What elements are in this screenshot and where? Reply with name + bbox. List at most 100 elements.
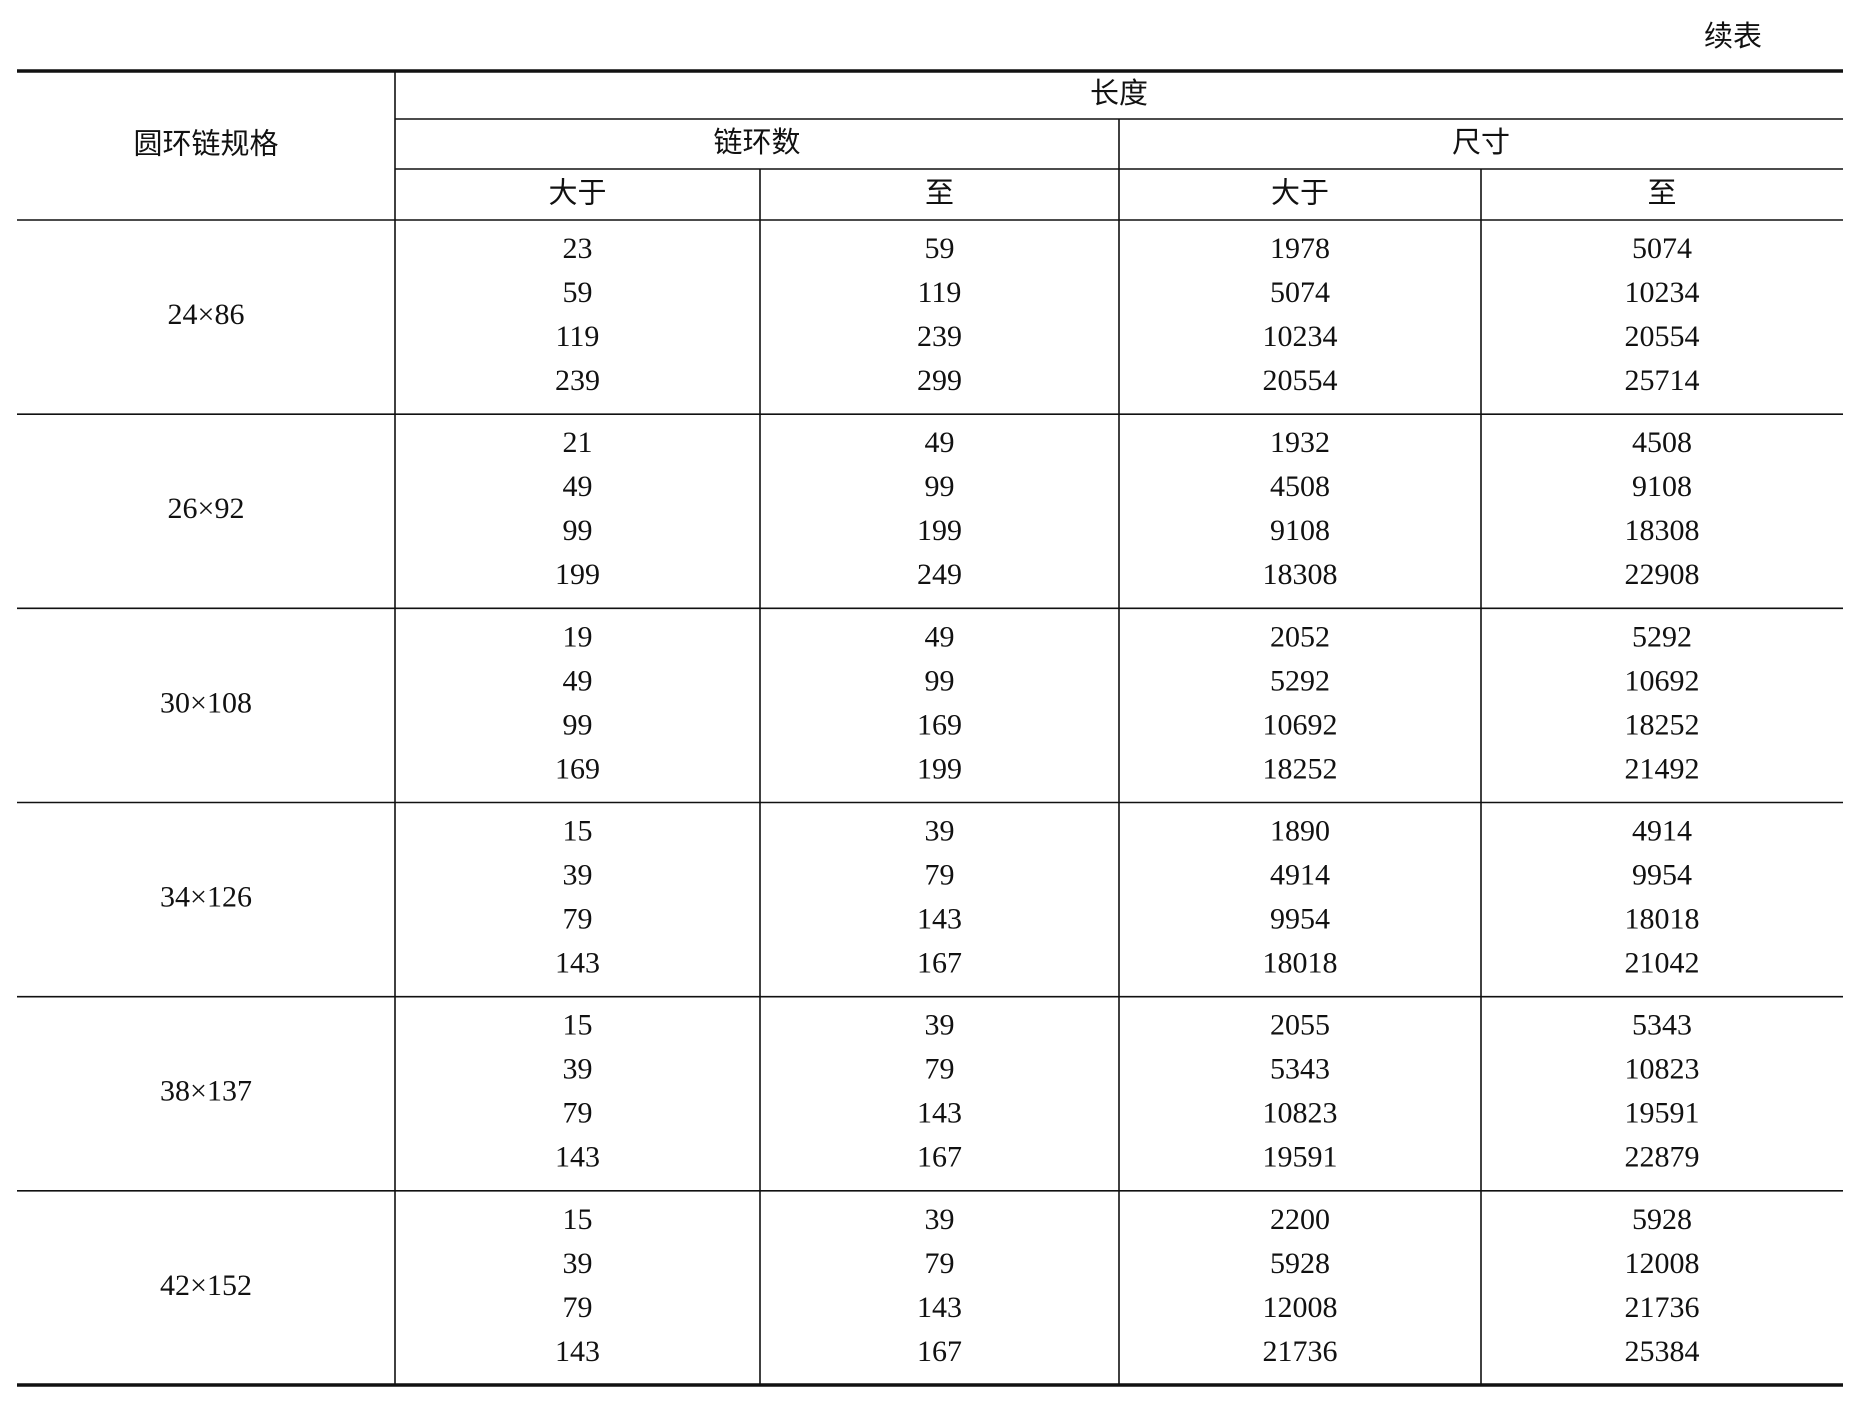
cell: 10823 [1263, 1097, 1338, 1130]
header-cell: 尺寸 [1452, 125, 1510, 159]
cell: 143 [917, 902, 962, 935]
cell: 119 [556, 320, 600, 353]
spec-cell: 34×126 [160, 880, 252, 913]
cell: 18308 [1625, 514, 1700, 547]
cell: 79 [925, 1053, 955, 1086]
spec-cell: 24×86 [168, 298, 245, 331]
cell: 5343 [1270, 1053, 1330, 1086]
cell: 19591 [1263, 1141, 1338, 1174]
cell: 18018 [1263, 946, 1338, 979]
cell: 143 [555, 1335, 600, 1368]
cell: 5928 [1632, 1203, 1692, 1236]
cell: 167 [917, 946, 962, 979]
header-cell: 至 [925, 176, 954, 210]
cell: 59 [925, 232, 955, 265]
cell: 21736 [1263, 1335, 1338, 1368]
cell: 79 [925, 858, 955, 891]
cell: 39 [925, 1203, 955, 1236]
cell: 167 [917, 1335, 962, 1368]
cell: 199 [917, 752, 962, 785]
cell: 169 [555, 752, 600, 785]
header-cell: 链环数 [713, 125, 800, 159]
cell: 143 [917, 1291, 962, 1324]
cell: 5074 [1270, 276, 1330, 309]
cell: 1932 [1270, 426, 1330, 459]
cell: 1890 [1270, 814, 1330, 847]
cell: 169 [917, 708, 962, 741]
cell: 49 [925, 426, 955, 459]
table-caption: 续表 [1704, 19, 1762, 53]
cell: 49 [563, 664, 593, 697]
cell: 5928 [1270, 1247, 1330, 1280]
cell: 143 [917, 1097, 962, 1130]
cell: 79 [563, 1097, 593, 1130]
cell: 23 [563, 232, 593, 265]
cell: 59 [563, 276, 593, 309]
header-cell: 大于 [548, 176, 606, 210]
spec-cell: 30×108 [160, 686, 252, 719]
cell: 199 [917, 514, 962, 547]
cell: 18252 [1263, 752, 1338, 785]
cell: 39 [563, 1247, 593, 1280]
cell: 99 [925, 470, 955, 503]
cell: 10692 [1625, 664, 1700, 697]
cell: 5074 [1632, 232, 1692, 265]
cell: 9108 [1632, 470, 1692, 503]
header-cell: 长度 [1090, 76, 1148, 110]
header-cell: 圆环链规格 [133, 127, 278, 161]
cell: 22879 [1625, 1141, 1700, 1174]
cell: 22908 [1625, 558, 1700, 591]
cell: 49 [925, 620, 955, 653]
cell: 99 [563, 708, 593, 741]
cell: 39 [925, 814, 955, 847]
cell: 167 [917, 1141, 962, 1174]
cell: 25714 [1625, 364, 1700, 397]
cell: 1978 [1270, 232, 1330, 265]
cell: 79 [925, 1247, 955, 1280]
cell: 119 [918, 276, 962, 309]
cell: 239 [917, 320, 962, 353]
cell: 5343 [1632, 1009, 1692, 1042]
cell: 20554 [1625, 320, 1700, 353]
cell: 9108 [1270, 514, 1330, 547]
cell: 143 [555, 1141, 600, 1174]
cell: 15 [563, 814, 593, 847]
cell: 19591 [1625, 1097, 1700, 1130]
spec-cell: 42×152 [160, 1269, 252, 1302]
cell: 12008 [1263, 1291, 1338, 1324]
cell: 19 [563, 620, 593, 653]
cell: 15 [563, 1203, 593, 1236]
cell: 12008 [1625, 1247, 1700, 1280]
cell: 20554 [1263, 364, 1338, 397]
cell: 2200 [1270, 1203, 1330, 1236]
header-cell: 至 [1647, 176, 1676, 210]
cell: 39 [563, 858, 593, 891]
cell: 21492 [1625, 752, 1700, 785]
cell: 39 [563, 1053, 593, 1086]
cell: 2052 [1270, 620, 1330, 653]
cell: 18018 [1625, 902, 1700, 935]
cell: 143 [555, 946, 600, 979]
cell: 2055 [1270, 1009, 1330, 1042]
cell: 249 [917, 558, 962, 591]
cell: 18308 [1263, 558, 1338, 591]
cell: 21736 [1625, 1291, 1700, 1324]
cell: 15 [563, 1009, 593, 1042]
cell: 49 [563, 470, 593, 503]
cell: 4508 [1632, 426, 1692, 459]
cell: 199 [555, 558, 600, 591]
cell: 39 [925, 1009, 955, 1042]
cell: 299 [917, 364, 962, 397]
cell: 79 [563, 1291, 593, 1324]
cell: 10234 [1263, 320, 1338, 353]
cell: 5292 [1270, 664, 1330, 697]
header-cell: 大于 [1271, 176, 1329, 210]
cell: 10692 [1263, 708, 1338, 741]
cell: 99 [925, 664, 955, 697]
cell: 79 [563, 902, 593, 935]
cell: 10823 [1625, 1053, 1700, 1086]
cell: 239 [555, 364, 600, 397]
cell: 10234 [1625, 276, 1700, 309]
